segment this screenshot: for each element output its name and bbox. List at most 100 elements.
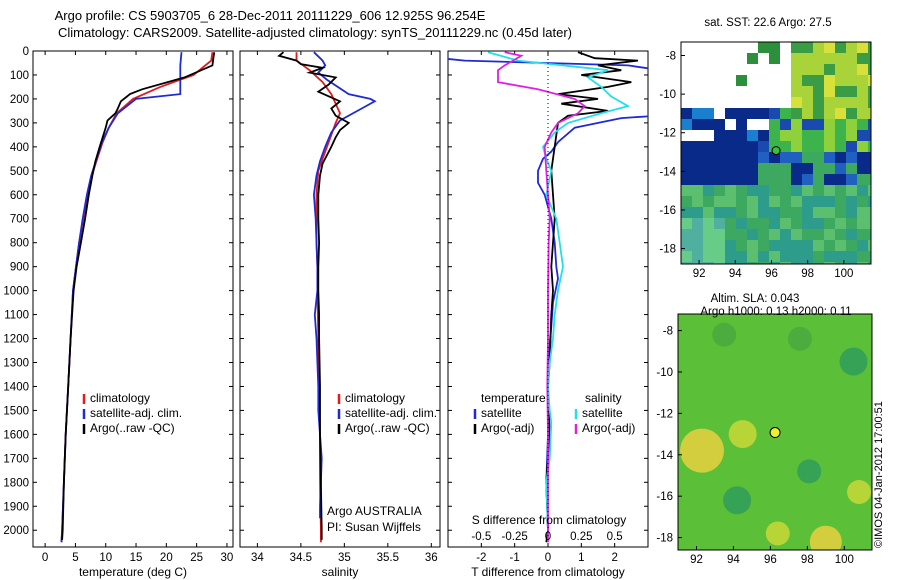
sst-cell (681, 174, 692, 185)
x-tick-label: 5 (72, 552, 78, 564)
sst-cell (857, 240, 868, 251)
sst-cell (791, 119, 802, 130)
sst-cell (758, 218, 769, 229)
sst-cell (758, 42, 769, 53)
sst-cell (692, 174, 703, 185)
sst-cell (769, 119, 780, 130)
sst-cell (681, 163, 692, 174)
sst-cell (824, 42, 835, 53)
map-y-tick-label: -16 (659, 205, 676, 217)
sst-cell (703, 152, 714, 163)
sst-cell (791, 141, 802, 152)
sst-cell (813, 97, 824, 108)
sst-cell (835, 152, 846, 163)
sst-cell (868, 108, 871, 119)
sst-cell (824, 185, 835, 196)
sst-cell (769, 207, 780, 218)
y-tick-label: 500 (10, 166, 29, 178)
sla-blob (728, 420, 757, 449)
x-tick-label: 34 (251, 552, 264, 564)
sst-cell (747, 141, 758, 152)
sst-cell (791, 196, 802, 207)
sst-cell (813, 207, 824, 218)
sst-cell (802, 174, 813, 185)
sst-cell (692, 240, 703, 251)
sst-cell (780, 185, 791, 196)
x-tick-label: -1 (510, 552, 520, 564)
sst-cell (769, 53, 780, 64)
sst-cell (769, 185, 780, 196)
sst-cell (791, 218, 802, 229)
sst-cell (692, 262, 703, 264)
sst-cell (769, 152, 780, 163)
y-tick-label: 1200 (3, 334, 29, 346)
y-tick-label: 1900 (3, 501, 29, 513)
sst-cell (780, 163, 791, 174)
s-tick-label: 0.5 (607, 531, 623, 543)
sst-cell (725, 152, 736, 163)
sst-cell (714, 218, 725, 229)
s-tick-label: 0.25 (570, 531, 592, 543)
difference-legend-sal-label: Argo(-adj) (582, 421, 635, 435)
sst-cell (692, 163, 703, 174)
sst-cell (813, 64, 824, 75)
sst-cell (703, 119, 714, 130)
sst-cell (692, 108, 703, 119)
sst-cell (835, 174, 846, 185)
difference-legend-title: temperature (481, 391, 546, 405)
s-tick-label: 0 (545, 531, 551, 543)
sst-cell (780, 207, 791, 218)
sst-cell (857, 251, 868, 262)
sla-blob (847, 480, 872, 505)
sst-cell (857, 130, 868, 141)
sst-cell (824, 240, 835, 251)
sst-cell (681, 119, 692, 130)
sst-cell (857, 42, 868, 53)
sst-cell (736, 163, 747, 174)
sst-cell (835, 64, 846, 75)
sst-cell (769, 163, 780, 174)
sst-cell (681, 229, 692, 240)
map-y-tick-label: -10 (656, 367, 673, 379)
sst-cell (846, 207, 857, 218)
sst-cell (813, 119, 824, 130)
sst-cell (846, 196, 857, 207)
sst-cell (681, 141, 692, 152)
sla-blob (839, 347, 868, 376)
salinity-legend-label: climatology (345, 391, 405, 405)
sst-cell (802, 64, 813, 75)
sst-cell (813, 174, 824, 185)
y-tick-label: 1300 (3, 357, 29, 369)
sst-cell (835, 218, 846, 229)
sst_map-frame (680, 41, 872, 265)
difference-legend-title: salinity (585, 391, 622, 405)
map-x-tick-label: 96 (765, 268, 778, 280)
sst-cell (846, 152, 857, 163)
sst-cell (714, 163, 725, 174)
sst-cell (857, 108, 868, 119)
sst-cell (725, 262, 736, 264)
y-tick-label: 1700 (3, 453, 29, 465)
sst-cell (780, 119, 791, 130)
sst-cell (824, 119, 835, 130)
sst-cell (802, 108, 813, 119)
sst-cell (692, 141, 703, 152)
sst-cell (769, 240, 780, 251)
sla_map-frame (677, 313, 873, 551)
sst-cell (758, 174, 769, 185)
sst-cell (747, 262, 758, 264)
sst-cell (802, 86, 813, 97)
sst-cell (835, 262, 846, 264)
map-y-tick-label: -18 (656, 533, 673, 545)
sst-cell (802, 185, 813, 196)
sst-cell (703, 251, 714, 262)
sst-cell (725, 196, 736, 207)
y-tick-label: 1800 (3, 477, 29, 489)
sst-cell (846, 119, 857, 130)
sst-cell (714, 229, 725, 240)
x-tick-label: 2 (611, 552, 617, 564)
sst-cell (714, 251, 725, 262)
y-tick-label: 100 (10, 70, 29, 82)
sst-cell (813, 251, 824, 262)
sst-cell (835, 53, 846, 64)
